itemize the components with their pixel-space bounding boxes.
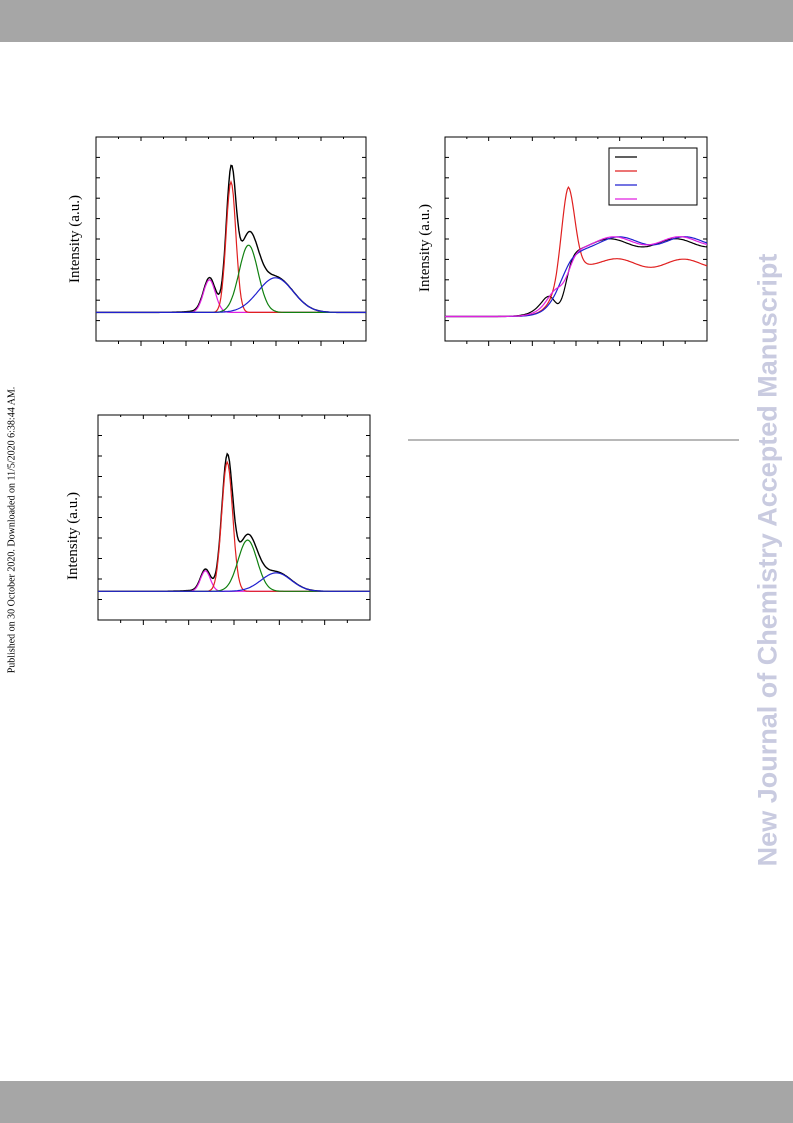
series-line-black xyxy=(96,164,366,314)
chart-c: Intensity (a.u.) xyxy=(65,414,371,625)
chart-b-ylabel: Intensity (a.u.) xyxy=(417,204,433,292)
chart-b-legend xyxy=(608,147,698,206)
series-line-black xyxy=(445,238,708,318)
chart-a-series xyxy=(96,164,366,314)
footer-band xyxy=(0,1081,793,1123)
chart-c-frame xyxy=(97,414,371,621)
series-line-blue xyxy=(96,277,366,313)
series-line-blue xyxy=(445,236,708,318)
chart-c-series xyxy=(98,452,370,592)
series-line-black xyxy=(98,452,370,592)
chart-b-ticks xyxy=(445,137,707,346)
chart-b-series xyxy=(445,186,708,318)
series-line-blue xyxy=(98,572,370,592)
chart-c-ylabel: Intensity (a.u.) xyxy=(65,492,81,580)
series-line-magenta xyxy=(445,236,708,318)
chart-a: Intensity (a.u.) xyxy=(67,136,367,346)
chart-a-ticks xyxy=(96,137,366,346)
divider-rule xyxy=(408,439,739,441)
header-band xyxy=(0,0,793,42)
series-line-green xyxy=(96,244,366,313)
chart-c-ticks xyxy=(98,415,370,625)
series-line-red xyxy=(96,179,366,313)
series-line-green xyxy=(98,539,370,592)
chart-a-ylabel: Intensity (a.u.) xyxy=(67,195,83,283)
series-line-magenta xyxy=(96,279,366,313)
chart-b: Intensity (a.u.) xyxy=(417,136,708,346)
